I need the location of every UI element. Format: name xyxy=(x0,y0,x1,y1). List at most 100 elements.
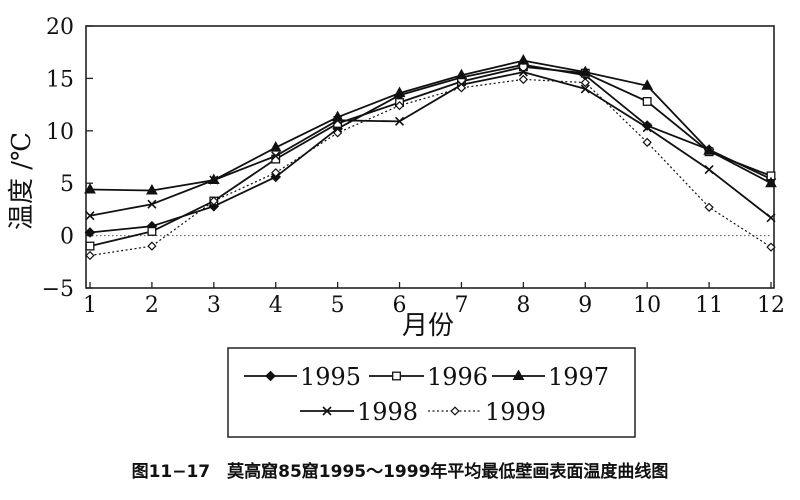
data-point-1996 xyxy=(642,97,652,106)
y-tick-label: 20 xyxy=(46,15,74,40)
data-point-1998 xyxy=(209,175,219,185)
x-tick-label: 8 xyxy=(516,293,530,318)
data-point-1999 xyxy=(766,242,776,252)
series-1997 xyxy=(84,54,777,195)
x-tick-label: 12 xyxy=(757,293,785,318)
data-point-1997 xyxy=(579,65,592,77)
data-point-1999 xyxy=(271,168,281,178)
data-point-1997 xyxy=(269,141,282,152)
series-1995 xyxy=(84,59,777,238)
data-point-1999 xyxy=(147,241,157,251)
legend-item-1995: 1995 xyxy=(244,363,361,391)
x-tick-label: 1 xyxy=(83,293,97,318)
legend-label: 1996 xyxy=(427,363,488,391)
x-tick-label: 3 xyxy=(207,293,221,318)
x-marker-stroke xyxy=(394,116,405,126)
y-tick-label: 0 xyxy=(60,225,74,250)
data-point-1998 xyxy=(580,84,590,94)
data-point-1999 xyxy=(456,83,467,93)
legend-item-1998: 1998 xyxy=(300,398,418,426)
x-marker-stroke xyxy=(580,84,590,94)
data-point-1998 xyxy=(518,67,528,77)
x-tick-label: 9 xyxy=(578,293,592,318)
data-point-1999 xyxy=(394,100,405,111)
series-line-1996 xyxy=(89,66,772,247)
legend-marker xyxy=(392,371,401,381)
x-marker-stroke xyxy=(766,213,776,223)
data-point-1997 xyxy=(703,144,715,155)
x-tick-label: 11 xyxy=(695,293,723,318)
x-marker-stroke xyxy=(642,123,652,133)
x-marker-stroke xyxy=(333,115,343,125)
legend: 1995 1996 1997 1998 1999 xyxy=(227,347,636,438)
data-point-1999 xyxy=(580,77,590,88)
data-point-1998 xyxy=(85,211,95,221)
legend-marker xyxy=(322,406,332,416)
x-tick-label: 5 xyxy=(331,293,345,318)
x-marker-stroke xyxy=(85,211,95,221)
y-tick-label: −5 xyxy=(42,277,74,302)
data-point-1997 xyxy=(517,54,530,65)
data-point-1998 xyxy=(394,116,405,126)
x-tick-label: 7 xyxy=(454,293,468,318)
plot-area-frame xyxy=(85,25,775,289)
legend-marker xyxy=(265,370,276,382)
data-point-1999 xyxy=(85,250,95,261)
legend-label: 1997 xyxy=(548,363,609,391)
x-axis-label: 月份 xyxy=(402,311,454,341)
series-1999 xyxy=(85,74,776,261)
data-point-1998 xyxy=(642,123,652,133)
series-line-1997 xyxy=(89,59,772,192)
legend-label: 1998 xyxy=(357,398,418,426)
legend-label: 1999 xyxy=(485,398,546,426)
legend-marker xyxy=(512,369,525,380)
data-point-1997 xyxy=(641,79,654,90)
x-tick-label: 2 xyxy=(145,293,159,318)
figure-caption: 图11−17 莫高窟85窟1995～1999年平均最低壁画表面温度曲线图 xyxy=(132,461,669,482)
data-point-1997 xyxy=(146,184,158,195)
series-1996 xyxy=(85,62,776,251)
data-point-1999 xyxy=(518,74,529,85)
legend-item-1997: 1997 xyxy=(492,363,609,391)
y-tick-label: 5 xyxy=(60,172,74,197)
x-tick-label: 4 xyxy=(269,293,283,318)
data-point-1998 xyxy=(271,151,281,161)
data-point-1998 xyxy=(704,165,714,175)
legend-box xyxy=(227,347,636,438)
x-marker-stroke xyxy=(704,165,714,175)
legend-marker xyxy=(450,406,460,416)
legend-item-1996: 1996 xyxy=(369,363,488,391)
data-point-1998 xyxy=(147,199,157,209)
x-marker-stroke xyxy=(209,175,219,185)
data-point-1999 xyxy=(704,202,714,212)
series-line-1998 xyxy=(89,71,772,219)
data-point-1999 xyxy=(209,196,219,206)
data-point-1996 xyxy=(85,241,95,251)
x-tick-label: 6 xyxy=(393,293,407,318)
data-point-1999 xyxy=(642,137,652,147)
data-point-1996 xyxy=(147,226,157,236)
x-tick-label: 10 xyxy=(633,293,661,318)
y-axis-label: 温度 /℃ xyxy=(7,132,37,230)
series-line-1999 xyxy=(89,78,772,257)
data-point-1998 xyxy=(333,115,343,125)
data-point-1997 xyxy=(765,176,777,188)
y-tick-label: 10 xyxy=(46,120,74,145)
y-tick-label: 15 xyxy=(46,67,74,92)
x-marker-stroke xyxy=(271,151,281,161)
legend-item-1999: 1999 xyxy=(428,398,546,426)
data-point-1999 xyxy=(332,128,343,138)
data-point-1995 xyxy=(84,227,96,238)
series-line-1995 xyxy=(89,63,772,234)
data-point-1997 xyxy=(393,86,406,98)
x-marker-stroke xyxy=(147,199,157,209)
x-marker-stroke xyxy=(322,406,332,416)
data-point-1997 xyxy=(84,182,96,194)
data-point-1998 xyxy=(766,213,776,223)
series-1998 xyxy=(85,67,776,223)
data-point-1997 xyxy=(455,68,468,80)
legend-label: 1995 xyxy=(300,363,361,391)
x-marker-stroke xyxy=(518,67,528,77)
